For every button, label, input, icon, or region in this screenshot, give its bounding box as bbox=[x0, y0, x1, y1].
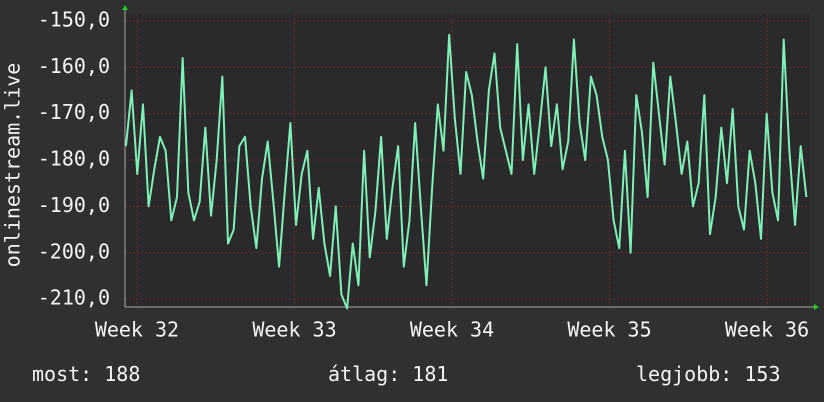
y-tick-label: -170,0 bbox=[38, 100, 110, 124]
y-tick-label: -160,0 bbox=[38, 54, 110, 78]
footer-label: átlag: bbox=[328, 362, 400, 386]
data-line bbox=[124, 33, 808, 310]
footer-label: most: bbox=[32, 362, 92, 386]
y-tick-label: -190,0 bbox=[38, 193, 110, 217]
axis-arrow bbox=[122, 5, 128, 10]
x-tick-label: Week 34 bbox=[410, 318, 494, 342]
x-tick-label: Week 35 bbox=[567, 318, 651, 342]
footer-item: legjobb: 153 bbox=[636, 362, 781, 386]
footer-value: 188 bbox=[104, 362, 140, 386]
y-tick-label: -210,0 bbox=[38, 286, 110, 310]
footer-value: 153 bbox=[744, 362, 780, 386]
y-tick-label: -150,0 bbox=[38, 7, 110, 31]
x-tick-label: Week 36 bbox=[725, 318, 809, 342]
footer-value: 181 bbox=[412, 362, 448, 386]
y-tick-label: -200,0 bbox=[38, 239, 110, 263]
footer-label: legjobb: bbox=[636, 362, 732, 386]
x-tick-label: Week 32 bbox=[95, 318, 179, 342]
x-tick-label: Week 33 bbox=[252, 318, 336, 342]
footer-item: most: 188 bbox=[32, 362, 140, 386]
axis-arrow bbox=[814, 304, 819, 310]
y-axis-label: onlinestream.live bbox=[1, 63, 25, 268]
footer: most: 188 átlag: 181 legjobb: 153 bbox=[32, 362, 781, 386]
footer-item: átlag: 181 bbox=[328, 362, 448, 386]
y-tick-label: -180,0 bbox=[38, 147, 110, 171]
